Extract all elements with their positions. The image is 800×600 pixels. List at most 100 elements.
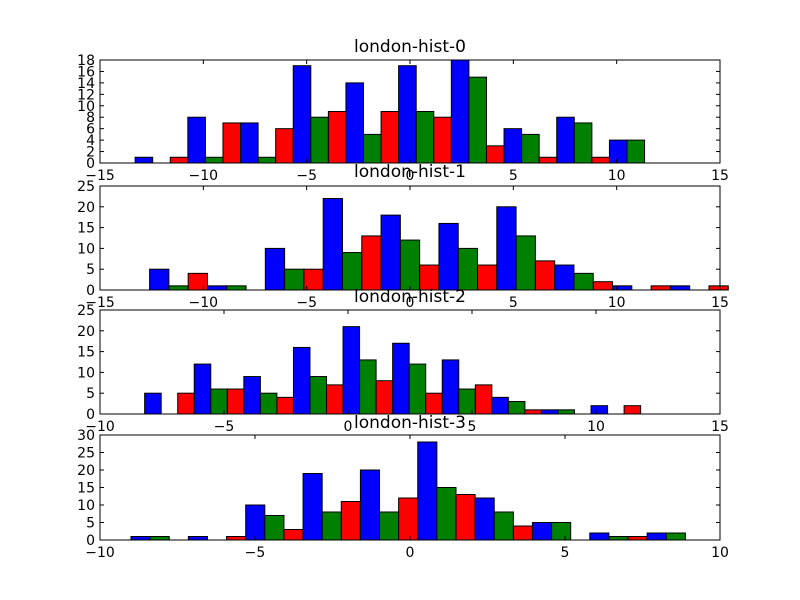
y-tick-label: 15 <box>77 481 95 497</box>
histogram-bar <box>438 222 459 291</box>
histogram-bar <box>433 116 452 164</box>
histogram-bar <box>210 388 228 415</box>
y-tick-label: 25 <box>77 303 95 319</box>
histogram-bar <box>361 235 382 291</box>
x-tick-label: 5 <box>561 545 570 561</box>
subplot-title: london-hist-1 <box>354 162 466 182</box>
histogram-bar <box>515 235 536 291</box>
histogram-bar <box>177 392 195 415</box>
histogram-bar <box>144 392 162 415</box>
histogram-bar <box>310 116 329 164</box>
histogram-bar <box>283 529 304 541</box>
y-tick-label: 18 <box>77 53 95 69</box>
histogram-bar <box>398 497 419 541</box>
y-tick-label: 10 <box>77 241 95 257</box>
x-tick-label: 10 <box>587 419 605 435</box>
histogram-bar <box>458 388 476 415</box>
y-tick-label: 0 <box>86 407 95 423</box>
histogram-bar <box>380 214 401 291</box>
y-tick-label: 30 <box>77 428 95 444</box>
histogram-bar <box>669 285 691 291</box>
histogram-bar <box>222 122 242 164</box>
histogram-bar <box>327 111 347 164</box>
y-tick-label: 20 <box>77 463 95 479</box>
y-tick-label: 25 <box>77 179 95 195</box>
histogram-bar <box>491 396 509 415</box>
histogram-bar <box>322 197 343 291</box>
x-tick-label: −5 <box>296 168 317 184</box>
histogram-bar <box>226 388 245 415</box>
histogram-bar <box>507 401 526 415</box>
histogram-bar <box>341 252 363 291</box>
histogram-bar <box>206 285 228 291</box>
histogram-bar <box>276 396 294 415</box>
histogram-bar <box>468 76 487 164</box>
histogram-bar <box>646 532 667 541</box>
histogram-bar <box>524 409 542 415</box>
axes-frame <box>99 309 721 415</box>
histogram-bar <box>573 272 594 291</box>
y-tick-label: 10 <box>77 498 95 514</box>
x-tick-label: 15 <box>711 419 729 435</box>
histogram-bar <box>359 359 377 415</box>
histogram-bar <box>245 504 266 541</box>
x-tick-label: 0 <box>406 168 415 184</box>
histogram-bar <box>187 272 208 291</box>
histogram-bar <box>408 363 427 415</box>
x-tick-label: 0 <box>344 419 353 435</box>
histogram-bar <box>455 494 476 541</box>
x-tick-label: −10 <box>189 168 219 184</box>
histogram-bar <box>309 376 328 415</box>
histogram-bar <box>477 264 498 291</box>
histogram-bar <box>457 247 479 291</box>
x-tick-label: 0 <box>406 545 415 561</box>
histogram-bar <box>612 285 633 291</box>
x-tick-label: −15 <box>85 295 115 311</box>
histogram-bar <box>240 122 259 164</box>
histogram-bar <box>650 285 671 291</box>
y-tick-label: 15 <box>77 345 95 361</box>
histogram-bar <box>608 139 628 164</box>
histogram-bar <box>345 82 364 164</box>
x-tick-label: 5 <box>509 168 518 184</box>
x-tick-label: −10 <box>189 295 219 311</box>
histogram-bar <box>417 441 438 541</box>
x-tick-label: 10 <box>608 168 626 184</box>
y-tick-label: 20 <box>77 324 95 340</box>
histogram-bar <box>512 525 533 541</box>
histogram-bar <box>375 380 394 415</box>
histogram-bar <box>608 536 629 541</box>
histogram-bar <box>292 65 312 164</box>
histogram-bar <box>264 247 286 291</box>
histogram-bar <box>326 384 344 415</box>
histogram-bar <box>665 532 686 541</box>
y-tick-label: 5 <box>86 516 95 532</box>
histogram-bar <box>284 268 305 291</box>
x-tick-label: −10 <box>85 419 115 435</box>
histogram-bar <box>627 536 648 541</box>
x-tick-label: −15 <box>85 168 115 184</box>
histogram-bar <box>187 116 206 164</box>
histogram-bar <box>538 156 558 164</box>
histogram-bar <box>551 522 572 541</box>
histogram-bar <box>149 268 170 291</box>
histogram-bar <box>557 409 575 415</box>
y-tick-label: 8 <box>86 110 95 126</box>
histogram-bar <box>626 139 646 164</box>
y-tick-label: 0 <box>86 283 95 299</box>
histogram-bar <box>591 156 610 164</box>
histogram-bar <box>204 156 224 164</box>
histogram-bar <box>321 511 342 541</box>
x-tick-label: −5 <box>245 545 266 561</box>
histogram-bar <box>441 359 460 415</box>
histogram-bar <box>496 206 517 291</box>
subplot-0: −15 −10 −5 0 5 10 15024681012141618london-hist… <box>77 37 729 184</box>
x-tick-label: −5 <box>296 295 317 311</box>
histogram-bar <box>342 326 361 415</box>
x-tick-label: 10 <box>608 295 626 311</box>
y-tick-label: 20 <box>77 200 95 216</box>
y-tick-label: 2 <box>86 145 95 161</box>
histogram-bar <box>531 522 553 541</box>
y-tick-label: 14 <box>77 76 95 92</box>
